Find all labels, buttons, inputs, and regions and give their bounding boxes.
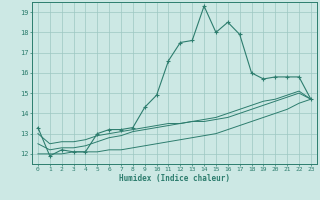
X-axis label: Humidex (Indice chaleur): Humidex (Indice chaleur) xyxy=(119,174,230,183)
